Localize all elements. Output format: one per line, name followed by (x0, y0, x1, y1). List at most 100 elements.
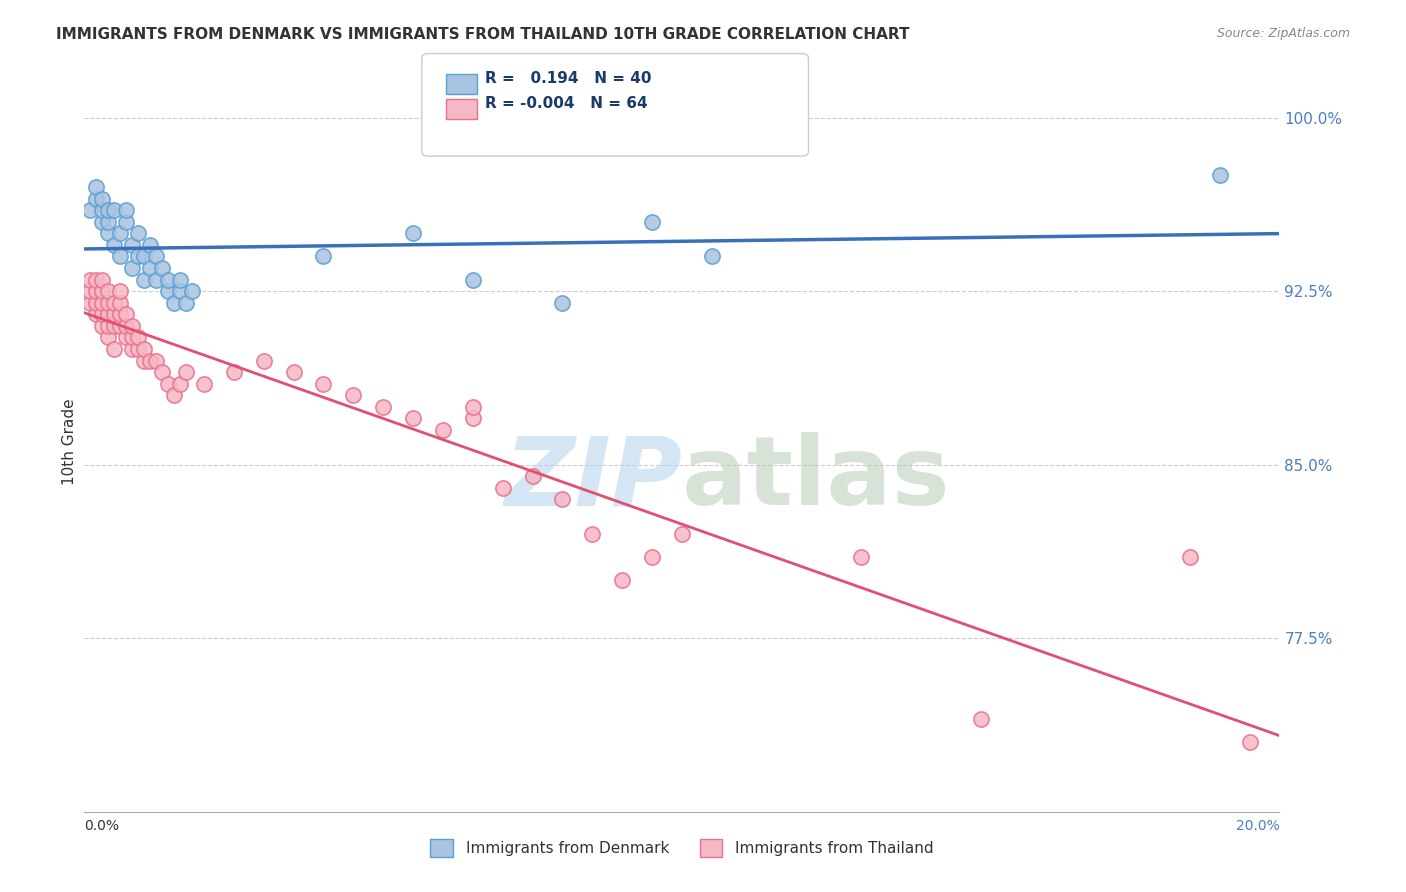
Point (700, 250, 723, 264)
Point (612, 574, 634, 588)
Point (86, 307, 108, 321)
Point (132, 353, 156, 368)
Point (174, 295, 197, 310)
Point (402, 227, 425, 241)
Point (157, 376, 180, 391)
Text: 0.0%: 0.0% (84, 819, 120, 832)
Point (342, 388, 364, 402)
Point (150, 365, 173, 379)
Point (103, 318, 125, 333)
Point (97, 215, 120, 229)
Point (312, 376, 335, 391)
Point (193, 376, 215, 391)
Point (169, 272, 191, 286)
Text: atlas: atlas (682, 432, 950, 525)
Point (86, 180, 108, 194)
Point (86, 272, 108, 286)
Text: 20.0%: 20.0% (1236, 819, 1279, 832)
Point (492, 481, 515, 495)
Point (581, 527, 603, 541)
Y-axis label: 10th Grade: 10th Grade (62, 398, 77, 485)
Point (283, 365, 305, 379)
Text: R =   0.194   N = 40: R = 0.194 N = 40 (485, 71, 651, 86)
Point (121, 318, 143, 333)
Point (97, 307, 120, 321)
Point (103, 203, 125, 218)
Point (139, 260, 162, 275)
Point (127, 330, 149, 344)
Point (522, 469, 544, 483)
Text: IMMIGRANTS FROM DENMARK VS IMMIGRANTS FROM THAILAND 10TH GRADE CORRELATION CHART: IMMIGRANTS FROM DENMARK VS IMMIGRANTS FR… (56, 27, 910, 42)
Point (110, 307, 132, 321)
Point (79, 284, 101, 298)
Point (91, 284, 114, 298)
Point (312, 250, 335, 264)
Point (551, 295, 574, 310)
Point (157, 284, 180, 298)
Point (110, 318, 132, 333)
Point (253, 353, 276, 368)
Point (121, 342, 143, 356)
Point (91, 307, 114, 321)
Point (150, 260, 173, 275)
Point (110, 284, 132, 298)
Point (91, 318, 114, 333)
Point (121, 260, 143, 275)
Point (169, 376, 191, 391)
Text: Source: ZipAtlas.com: Source: ZipAtlas.com (1216, 27, 1350, 40)
Point (86, 295, 108, 310)
Text: ZIP: ZIP (503, 432, 682, 525)
Point (79, 203, 101, 218)
Point (127, 250, 149, 264)
Point (86, 192, 108, 206)
Point (91, 272, 114, 286)
Point (91, 295, 114, 310)
Point (127, 227, 149, 241)
Point (145, 272, 167, 286)
Point (132, 342, 156, 356)
Point (181, 284, 204, 298)
Point (461, 400, 484, 414)
Point (91, 192, 114, 206)
Point (97, 330, 120, 344)
Point (103, 307, 125, 321)
Point (121, 330, 143, 344)
Point (91, 203, 114, 218)
Point (157, 272, 180, 286)
Point (174, 365, 197, 379)
Point (103, 295, 125, 310)
Point (641, 550, 664, 565)
Point (115, 215, 138, 229)
Text: R = -0.004   N = 64: R = -0.004 N = 64 (485, 96, 648, 111)
Point (115, 330, 138, 344)
Point (641, 215, 664, 229)
Point (169, 284, 191, 298)
Point (222, 365, 245, 379)
Point (86, 284, 108, 298)
Point (402, 411, 425, 425)
Point (110, 250, 132, 264)
Point (461, 411, 484, 425)
Point (432, 423, 454, 437)
Point (110, 295, 132, 310)
Point (163, 295, 186, 310)
Point (97, 227, 120, 241)
Point (91, 215, 114, 229)
Point (373, 400, 395, 414)
Point (115, 203, 138, 218)
Point (145, 250, 167, 264)
Point (110, 227, 132, 241)
Point (115, 307, 138, 321)
Point (97, 295, 120, 310)
Point (121, 238, 143, 252)
Point (127, 342, 149, 356)
Point (145, 353, 167, 368)
Legend: Immigrants from Denmark, Immigrants from Thailand: Immigrants from Denmark, Immigrants from… (425, 832, 939, 863)
Point (97, 318, 120, 333)
Point (671, 527, 693, 541)
Point (461, 272, 484, 286)
Point (132, 272, 156, 286)
Point (97, 203, 120, 218)
Point (97, 284, 120, 298)
Point (139, 238, 162, 252)
